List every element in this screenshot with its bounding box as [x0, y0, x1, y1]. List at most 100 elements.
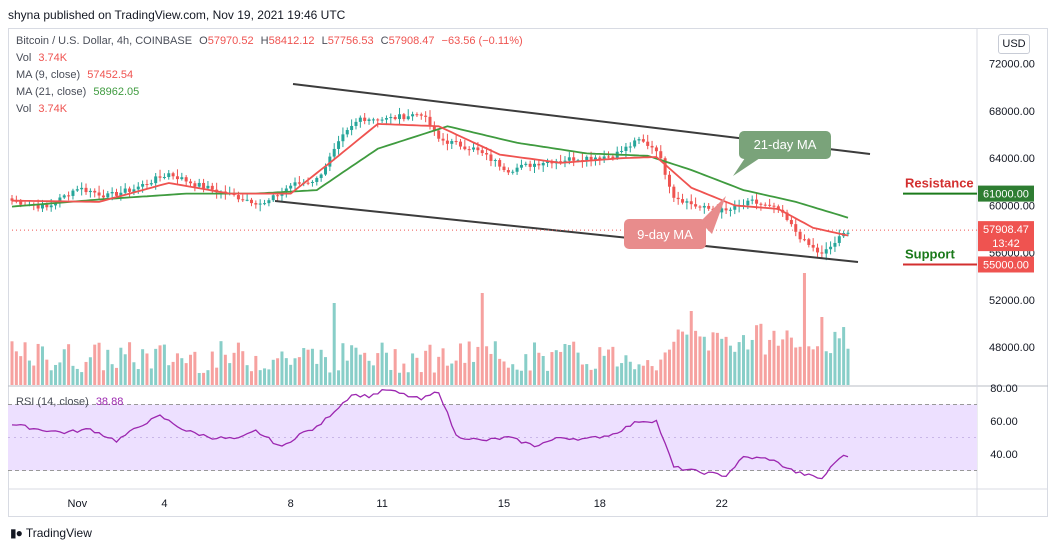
ma21-callout-text: 21-day MA — [754, 137, 817, 152]
volume-bar — [62, 349, 66, 385]
volume-bar — [88, 357, 92, 385]
channel-lower-line — [274, 200, 859, 263]
candle-body — [685, 201, 689, 203]
candle-body — [354, 121, 358, 126]
volume-bar — [519, 370, 523, 385]
ma21-value: 58962.05 — [93, 86, 140, 98]
vol-value: 3.74K — [38, 52, 68, 64]
volume-bar — [367, 360, 371, 385]
volume-bar — [324, 357, 327, 385]
candle-body — [755, 199, 759, 204]
volume-bar — [733, 351, 737, 385]
volume-bar — [306, 349, 310, 385]
candle-body — [175, 176, 179, 180]
volume-bar — [546, 370, 550, 385]
volume-bar — [263, 368, 267, 385]
candle-body — [271, 195, 275, 201]
volume-bar — [40, 346, 44, 385]
candle-body — [511, 171, 515, 173]
volume-bar — [271, 359, 275, 385]
volume-bar — [807, 346, 811, 385]
candle-body — [276, 195, 280, 197]
candle-body — [154, 176, 158, 184]
currency-button[interactable]: USD — [998, 34, 1030, 54]
volume-bar — [811, 349, 815, 385]
candle-body — [728, 209, 732, 211]
volume-bar — [175, 353, 179, 385]
chart-panel[interactable] — [8, 28, 1048, 517]
volume-bar — [615, 366, 619, 385]
candle-body — [289, 185, 293, 189]
volume-bar — [93, 344, 97, 385]
volume-bar — [345, 360, 349, 385]
volume-bar — [84, 361, 88, 385]
volume-bar — [702, 336, 706, 385]
volume-bar — [415, 357, 419, 385]
candle-body — [776, 206, 780, 210]
volume-bar — [472, 361, 476, 385]
volume-bar — [794, 347, 798, 385]
volume-bar — [315, 363, 319, 385]
time-tick-label: 22 — [716, 498, 728, 510]
volume-bar — [67, 344, 71, 385]
candle-body — [593, 157, 597, 160]
time-tick-label: 8 — [288, 498, 294, 510]
volume-bar — [328, 372, 332, 385]
candle-body — [676, 197, 680, 200]
ma21-label: MA (21, close) — [16, 86, 87, 98]
time-tick-label: 4 — [161, 498, 167, 510]
volume-bar — [689, 311, 693, 385]
candle-body — [563, 160, 567, 162]
volume-bar — [424, 350, 428, 385]
rsi-pane: 80.00 60.00 40.00 — [8, 383, 1018, 480]
volume-bar — [419, 372, 423, 385]
candle-body — [807, 239, 811, 245]
volume-bar — [389, 369, 393, 385]
volume-bar — [101, 370, 105, 385]
volume-bar — [711, 332, 715, 385]
candle-body — [106, 193, 110, 198]
volume-bar — [541, 356, 545, 385]
price-tick-label: 64000.00 — [989, 153, 1035, 165]
ma9-value: 57452.54 — [87, 69, 134, 81]
volume-bar — [620, 363, 624, 385]
candle-body — [541, 162, 545, 166]
volume-bar — [54, 364, 58, 385]
volume-bar — [45, 359, 49, 385]
candle-body — [667, 174, 671, 187]
countdown-label: 13:42 — [992, 238, 1020, 250]
volume-bar — [136, 369, 140, 385]
candle-body — [62, 195, 66, 198]
candle-body — [750, 199, 754, 201]
high-label: H — [260, 35, 269, 47]
volume-bar — [837, 338, 841, 385]
volume-bar — [71, 365, 75, 385]
candle-body — [80, 187, 84, 190]
volume-bar — [537, 352, 541, 385]
candle-body — [637, 139, 641, 141]
volume-bar — [254, 355, 258, 385]
time-tick-label: 11 — [376, 498, 387, 510]
candle-body — [694, 204, 698, 207]
candle-body — [180, 177, 184, 180]
brand-label: TradingView — [25, 526, 92, 540]
volume-bar — [742, 335, 745, 385]
candle-body — [528, 163, 532, 167]
volume-bar — [267, 369, 271, 385]
candle-body — [611, 156, 615, 159]
volume-bar — [363, 352, 367, 385]
candle-body — [437, 130, 441, 139]
volume-bar — [241, 351, 245, 385]
tradingview-brand[interactable]: ▮● TradingView — [10, 526, 92, 540]
volume-bar — [14, 351, 18, 385]
candle-body — [498, 160, 502, 167]
candle-body — [145, 184, 149, 186]
volume-bar — [184, 363, 188, 385]
candle-body — [93, 190, 97, 193]
volume-bar — [776, 345, 780, 385]
candle-body — [811, 244, 815, 248]
change-value: −63.56 (−0.11%) — [441, 35, 523, 47]
volume-bar — [406, 372, 410, 385]
volume-bar — [563, 343, 567, 385]
